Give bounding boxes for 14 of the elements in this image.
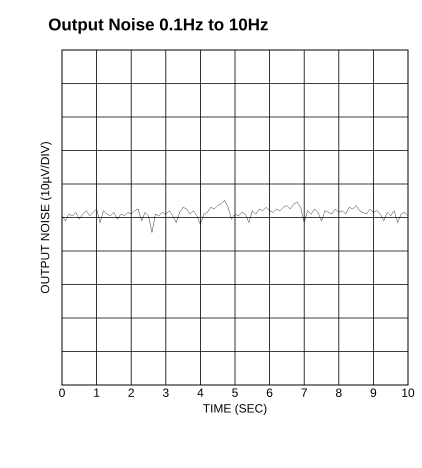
chart-title: Output Noise 0.1Hz to 10Hz — [48, 18, 268, 34]
x-tick-label: 8 — [336, 388, 342, 397]
x-axis-title: TIME (SEC) — [203, 404, 266, 415]
x-tick-label: 5 — [232, 388, 238, 397]
x-tick-label: 9 — [370, 388, 376, 397]
x-tick-label: 6 — [266, 388, 272, 397]
x-tick-label: 2 — [128, 388, 134, 397]
x-tick-label: 0 — [59, 388, 65, 397]
x-tick-label: 4 — [197, 388, 204, 397]
x-tick-label: 3 — [162, 388, 169, 397]
x-tick-label: 1 — [94, 388, 100, 397]
y-axis-title: OUTPUT NOISE (10µV/DIV) — [40, 142, 52, 294]
x-tick-label: 10 — [402, 388, 414, 397]
x-tick-label: 7 — [301, 388, 307, 397]
